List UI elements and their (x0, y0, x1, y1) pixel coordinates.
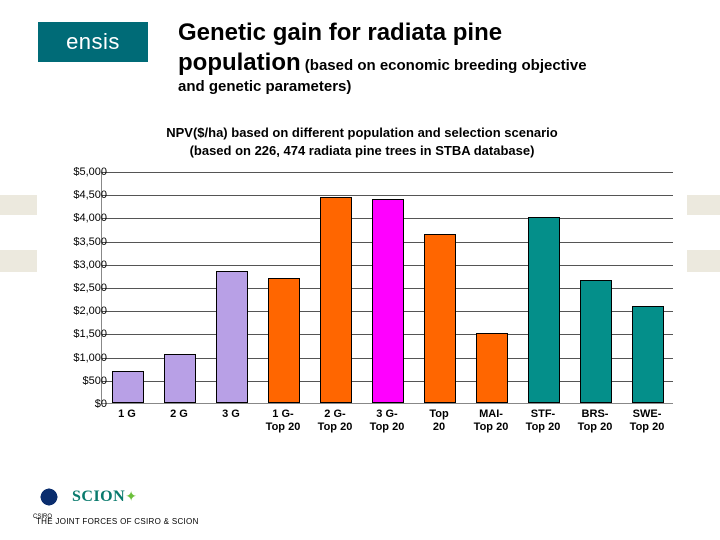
bar (268, 278, 300, 403)
scion-text: SCION (72, 488, 125, 505)
bar (476, 333, 508, 403)
x-tick-label: 2 G-Top 20 (318, 408, 353, 434)
footer-logos: SCION✦ (36, 484, 137, 510)
x-tick-label: BRS-Top 20 (578, 408, 613, 434)
x-tick-label: Top20 (429, 408, 448, 434)
bar (528, 217, 560, 403)
y-tick-label: $3,000 (57, 259, 107, 271)
x-tick-label: 2 G (170, 408, 188, 421)
bar (112, 371, 144, 403)
slide-title: Genetic gain for radiata pine population… (178, 18, 696, 95)
bar (372, 199, 404, 403)
y-tick-label: $3,500 (57, 236, 107, 248)
chart-container: NPV($/ha) based on different population … (37, 120, 687, 450)
bar (580, 280, 612, 403)
bar (164, 354, 196, 403)
y-tick-label: $0 (57, 398, 107, 410)
x-tick-label: 3 G (222, 408, 240, 421)
title-line2-strong: population (178, 49, 301, 76)
y-tick-label: $500 (57, 375, 107, 387)
leaf-icon: ✦ (125, 488, 137, 504)
csiro-logo-icon (36, 484, 62, 510)
chart-plot-area (101, 172, 673, 404)
x-tick-label: 3 G-Top 20 (370, 408, 405, 434)
title-line1: Genetic gain for radiata pine (178, 19, 502, 46)
y-tick-label: $2,500 (57, 282, 107, 294)
footer-tagline: THE JOINT FORCES OF CSIRO & SCION (36, 517, 199, 526)
bar (320, 197, 352, 403)
x-tick-label: SWE-Top 20 (630, 408, 665, 434)
chart-title-l2: (based on 226, 474 radiata pine trees in… (190, 143, 535, 158)
x-tick-label: MAI-Top 20 (474, 408, 509, 434)
ensis-logo: ensis (38, 22, 148, 62)
chart-title: NPV($/ha) based on different population … (37, 120, 687, 167)
bar (216, 271, 248, 403)
chart-title-l1: NPV($/ha) based on different population … (166, 125, 558, 140)
x-tick-label: STF-Top 20 (526, 408, 561, 434)
y-tick-label: $4,000 (57, 212, 107, 224)
y-tick-label: $1,500 (57, 328, 107, 340)
title-line2-rest: (based on economic breeding objective (301, 57, 587, 74)
bar (424, 234, 456, 403)
y-tick-label: $5,000 (57, 166, 107, 178)
y-tick-label: $1,000 (57, 352, 107, 364)
y-tick-label: $4,500 (57, 189, 107, 201)
scion-logo: SCION✦ (72, 488, 137, 506)
title-line3: and genetic parameters) (178, 78, 696, 95)
bar (632, 306, 664, 403)
gridline (102, 195, 673, 196)
y-tick-label: $2,000 (57, 305, 107, 317)
gridline (102, 172, 673, 173)
x-tick-label: 1 G (118, 408, 136, 421)
x-tick-label: 1 G-Top 20 (266, 408, 301, 434)
